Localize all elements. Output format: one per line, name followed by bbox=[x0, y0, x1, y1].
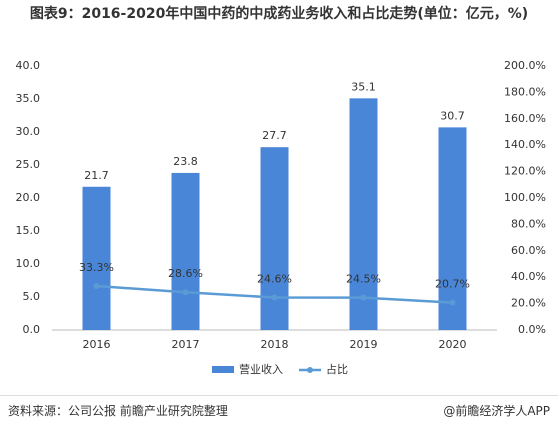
y-tick-label: 40.0 bbox=[16, 59, 41, 72]
bar-value-label: 30.7 bbox=[440, 109, 465, 122]
bar-value-label: 27.7 bbox=[262, 129, 287, 142]
line-value-label: 33.3% bbox=[79, 261, 114, 274]
line-point bbox=[271, 294, 278, 301]
line-point bbox=[93, 283, 100, 290]
y-tick-label: 35.0 bbox=[16, 92, 41, 105]
footer-divider bbox=[0, 395, 558, 396]
source-note: 资料来源：公司公报 前瞻产业研究院整理 bbox=[8, 404, 228, 418]
x-tick-label: 2018 bbox=[261, 338, 289, 351]
line-point bbox=[360, 294, 367, 301]
y-tick-label: 25.0 bbox=[16, 158, 41, 171]
y-tick-label: 5.0 bbox=[23, 290, 41, 303]
y2-tick-label: 40.0% bbox=[511, 270, 546, 283]
line-value-label: 20.7% bbox=[435, 278, 470, 291]
y-tick-label: 0.0 bbox=[23, 323, 41, 336]
line-point bbox=[182, 289, 189, 296]
line-value-label: 24.5% bbox=[346, 273, 381, 286]
y-tick-label: 10.0 bbox=[16, 257, 41, 270]
y2-tick-label: 200.0% bbox=[504, 59, 546, 72]
bar bbox=[349, 98, 378, 330]
bar-value-label: 21.7 bbox=[84, 169, 109, 182]
line-value-label: 28.6% bbox=[168, 267, 203, 280]
y2-tick-label: 160.0% bbox=[504, 112, 546, 125]
y2-tick-label: 100.0% bbox=[504, 191, 546, 204]
bar bbox=[438, 127, 467, 330]
x-tick-label: 2020 bbox=[439, 338, 467, 351]
bar bbox=[82, 186, 111, 330]
y-tick-label: 30.0 bbox=[16, 125, 41, 138]
y2-tick-label: 120.0% bbox=[504, 165, 546, 178]
legend-label: 占比 bbox=[326, 362, 348, 376]
line-value-label: 24.6% bbox=[257, 273, 292, 286]
chart-title: 图表9：2016-2020年中国中药的中成药业务收入和占比走势(单位：亿元，%) bbox=[29, 6, 529, 22]
x-tick-label: 2016 bbox=[83, 338, 111, 351]
y2-tick-label: 180.0% bbox=[504, 85, 546, 98]
legend-swatch bbox=[212, 366, 234, 373]
y2-tick-label: 20.0% bbox=[511, 297, 546, 310]
y-tick-label: 20.0 bbox=[16, 191, 41, 204]
y2-tick-label: 60.0% bbox=[511, 244, 546, 257]
y2-tick-label: 0.0% bbox=[518, 323, 546, 336]
y-tick-label: 15.0 bbox=[16, 224, 41, 237]
legend-swatch bbox=[307, 367, 313, 373]
credit: @前瞻经济学人APP bbox=[443, 404, 550, 418]
chart: 0.0 5.0 10.0 15.0 20.0 25.0 30.0 35.0 40.0 0.0% 20… bbox=[16, 59, 547, 376]
bar-value-label: 23.8 bbox=[173, 155, 198, 168]
line-point bbox=[449, 299, 456, 306]
x-tick-label: 2017 bbox=[172, 338, 200, 351]
y2-tick-label: 80.0% bbox=[511, 217, 546, 230]
y2-tick-label: 140.0% bbox=[504, 138, 546, 151]
bar bbox=[171, 172, 200, 330]
bar bbox=[260, 147, 289, 330]
legend-label: 营业收入 bbox=[239, 362, 283, 376]
x-tick-label: 2019 bbox=[350, 338, 378, 351]
bar-value-label: 35.1 bbox=[351, 80, 376, 93]
